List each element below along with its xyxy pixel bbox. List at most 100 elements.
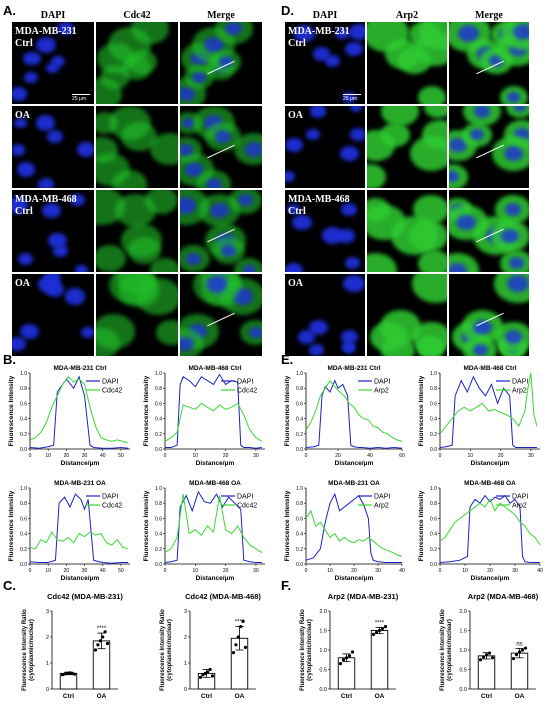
panel-d-micrograph-r2-c3 xyxy=(449,106,529,188)
y-axis-label: Fluorescence Intensity Ratio xyxy=(300,609,306,691)
panel-label-a: A. xyxy=(3,3,16,18)
data-point xyxy=(206,670,210,674)
data-point xyxy=(198,675,203,679)
nucleus xyxy=(37,276,59,294)
data-point xyxy=(60,673,65,677)
panel-d-micrograph-r2-c2 xyxy=(367,106,447,188)
significance-mark: **** xyxy=(97,626,107,632)
nucleus xyxy=(343,274,365,293)
nucleus xyxy=(349,24,365,41)
x-tick-label: 10 xyxy=(327,568,333,574)
marker-stain xyxy=(367,253,398,272)
data-point xyxy=(208,667,212,672)
row-label: OA xyxy=(15,278,30,289)
panel-a-micrograph-r3-c3 xyxy=(180,190,262,272)
y-tick-label: 0.2 xyxy=(20,547,27,553)
row-label: MDA-MB-231 Ctrl xyxy=(15,26,77,49)
data-point xyxy=(203,671,207,676)
x-tick-label: 30 xyxy=(512,568,518,574)
y-tick-label: 0 xyxy=(46,687,49,693)
x-tick-label: 30 xyxy=(528,453,534,459)
y-tick-label: 0.8 xyxy=(155,501,162,507)
x-tick-label: Ctrl xyxy=(63,693,74,700)
y-tick-label: 0.2 xyxy=(296,432,303,438)
data-point xyxy=(65,671,69,676)
y-tick-label: 0.2 xyxy=(430,432,437,438)
y-tick-label: 0.0 xyxy=(155,447,162,453)
nucleus xyxy=(214,129,231,143)
y-tick-label: 0.2 xyxy=(155,547,162,553)
row-label: MDA-MB-468 Ctrl xyxy=(15,194,77,217)
scale-bar xyxy=(343,94,361,95)
y-axis-label: (cytoplasmic/nuclear) xyxy=(167,619,173,681)
nucleus xyxy=(504,202,521,216)
data-point xyxy=(234,643,238,647)
y-axis-label: (cytoplasmic/nuclear) xyxy=(447,619,453,681)
y-tick-label: 0.0 xyxy=(430,447,437,453)
series-line-dapi xyxy=(29,375,129,449)
marker-stain xyxy=(417,85,447,104)
marker-stain xyxy=(126,49,158,75)
nucleus xyxy=(219,56,233,68)
panel-a-micrograph-r1-c1: MDA-MB-231 Ctrl 25 μm xyxy=(12,22,94,104)
panel-a-micrograph-r1-c2 xyxy=(96,22,178,104)
row-label: OA xyxy=(15,110,30,121)
y-tick-label: 0.4 xyxy=(430,532,437,538)
series-line-cdc42 xyxy=(164,494,263,554)
y-tick-label: 0.4 xyxy=(296,532,303,538)
y-tick-label: 1.0 xyxy=(155,486,162,492)
nucleus xyxy=(507,92,521,103)
data-point xyxy=(374,630,379,635)
legend-label: Arp2 xyxy=(512,503,527,510)
x-axis-label: Distance/μm xyxy=(471,460,510,467)
x-tick-label: 10 xyxy=(45,568,51,574)
x-tick-label: 40 xyxy=(537,568,543,574)
x-tick-label: 40 xyxy=(100,568,106,574)
nucleus xyxy=(35,37,56,54)
panel-d-header-dapi: DAPI xyxy=(312,10,338,21)
series-line-arp2 xyxy=(439,498,541,546)
y-axis-label: Fluorescence Intensity xyxy=(143,375,150,446)
nucleus xyxy=(335,27,350,40)
nucleus xyxy=(285,171,296,183)
x-tick-label: OA xyxy=(235,693,245,700)
y-tick-label: 2 xyxy=(184,635,187,641)
y-tick-label: 0.0 xyxy=(20,447,27,453)
x-tick-label: 0 xyxy=(305,568,308,574)
y-tick-label: 0.0 xyxy=(319,687,327,693)
nucleus xyxy=(449,138,467,152)
data-point xyxy=(201,673,205,677)
nucleus xyxy=(180,197,196,215)
x-tick-label: 0 xyxy=(29,568,32,574)
x-axis-label: Distance/μm xyxy=(61,460,100,467)
nucleus xyxy=(449,171,460,183)
data-point xyxy=(105,641,110,646)
x-tick-label: 50 xyxy=(118,568,124,574)
x-tick-label: 10 xyxy=(193,453,199,459)
y-tick-label: 3 xyxy=(46,609,49,615)
panel-a-header-cdc42: Cdc42 xyxy=(123,10,151,21)
nucleus xyxy=(186,252,202,265)
nucleus xyxy=(340,330,359,345)
nucleus xyxy=(48,233,67,248)
marker-stain xyxy=(114,193,157,228)
x-axis-label: Distance/μm xyxy=(196,460,235,467)
panel-d-micrograph-r3-c3 xyxy=(449,190,529,272)
panel-label-f: F. xyxy=(281,578,292,593)
nucleus xyxy=(309,319,329,335)
nucleus xyxy=(180,86,196,102)
nucleus xyxy=(306,129,321,141)
data-point xyxy=(93,648,98,652)
nucleus xyxy=(51,56,65,68)
scale-bar xyxy=(72,94,90,95)
significance-mark: **** xyxy=(375,620,385,626)
y-tick-label: 3 xyxy=(184,609,187,615)
y-axis-label: Fluorescence Intensity xyxy=(418,490,425,561)
x-tick-label: 20 xyxy=(487,568,493,574)
marker-stain xyxy=(424,106,447,119)
data-point xyxy=(338,662,343,666)
data-point xyxy=(231,651,236,655)
nucleus xyxy=(504,330,523,345)
legend-label: Arp2 xyxy=(374,388,389,395)
nucleus xyxy=(180,336,194,351)
